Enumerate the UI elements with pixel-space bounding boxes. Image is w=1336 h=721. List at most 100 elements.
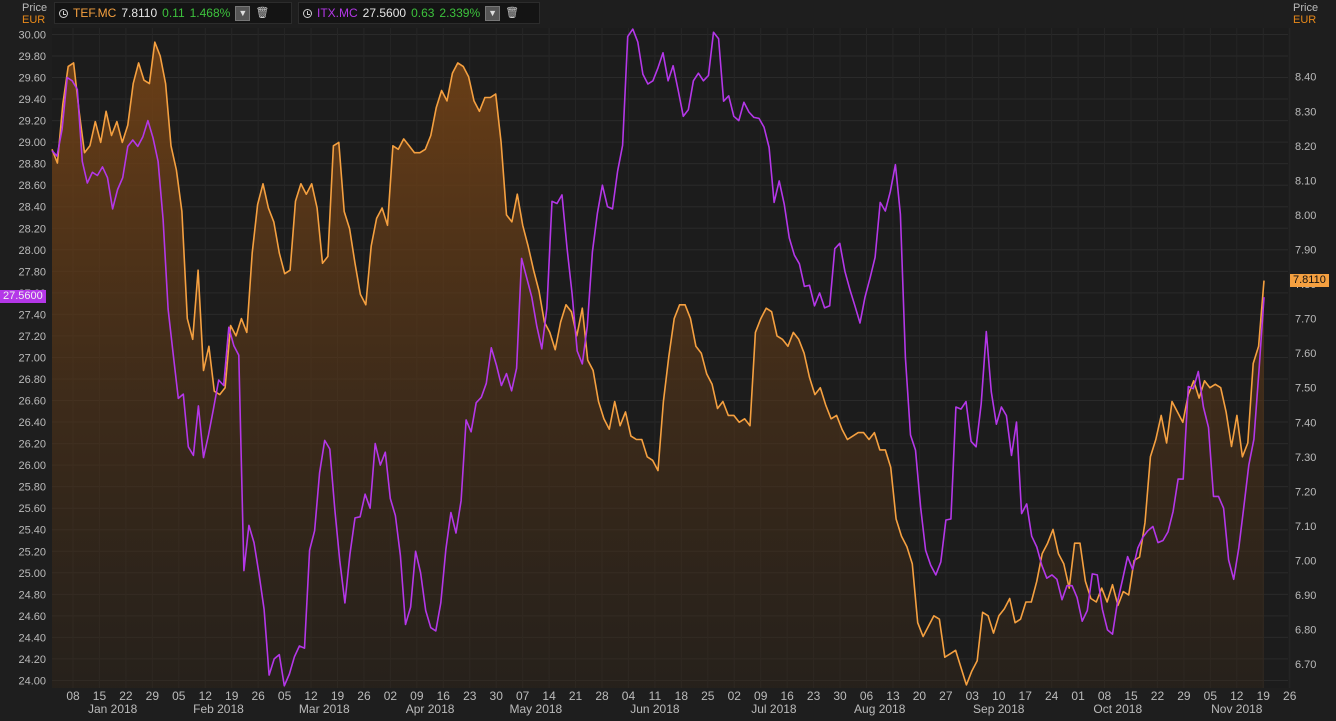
- left-tick-label: 26.00: [18, 460, 46, 472]
- x-tick-label: 19: [225, 689, 239, 703]
- x-tick-label: 05: [1204, 689, 1218, 703]
- x-tick-label: 29: [146, 689, 160, 703]
- left-tick-label: 26.20: [18, 439, 46, 451]
- x-tick-label: 29: [1177, 689, 1191, 703]
- x-tick-label: 02: [384, 689, 398, 703]
- x-tick-label: 30: [490, 689, 504, 703]
- x-tick-label: 19: [331, 689, 345, 703]
- left-tick-label: 28.20: [18, 223, 46, 235]
- last-price-tag-itx: 27.5600: [0, 290, 46, 304]
- right-axis: 8.408.308.208.108.007.907.807.707.607.50…: [1295, 72, 1316, 671]
- x-month-label: Aug 2018: [854, 702, 906, 716]
- clock-icon: [303, 8, 312, 18]
- x-tick-label: 12: [1230, 689, 1244, 703]
- left-tick-label: 28.60: [18, 180, 46, 192]
- series-line-tef-mc: [51, 41, 1265, 686]
- x-tick-label: 25: [701, 689, 715, 703]
- x-tick-label: 08: [1098, 689, 1112, 703]
- x-tick-label: 07: [516, 689, 530, 703]
- x-tick-label: 18: [675, 689, 689, 703]
- left-tick-label: 29.60: [18, 73, 46, 85]
- left-tick-label: 27.80: [18, 266, 46, 278]
- legend-last-itx: 27.5600: [362, 6, 407, 20]
- x-tick-label: 20: [913, 689, 927, 703]
- left-tick-label: 29.00: [18, 137, 46, 149]
- right-tick-label: 8.30: [1295, 106, 1316, 118]
- x-tick-label: 11: [649, 689, 662, 703]
- x-tick-label: 01: [1071, 689, 1085, 703]
- left-axis: 30.00 29.80 29.60 29.40 29.20 29.00 28.80 28.60…: [18, 29, 46, 687]
- x-tick-label: 21: [569, 689, 583, 703]
- right-tick-label: 7.40: [1295, 417, 1316, 429]
- x-tick-label: 24: [1045, 689, 1059, 703]
- chevron-down-icon[interactable]: ▼: [235, 5, 251, 21]
- x-tick-label: 26: [251, 689, 265, 703]
- last-price-tag-tef: 7.8110: [1290, 273, 1329, 287]
- legend-change-itx: 0.63: [411, 6, 435, 20]
- x-tick-label: 28: [595, 689, 609, 703]
- x-tick-label: 15: [93, 689, 107, 703]
- right-tick-label: 7.90: [1295, 244, 1316, 256]
- x-tick-label: 05: [172, 689, 186, 703]
- left-tick-label: 29.20: [18, 116, 46, 128]
- right-tick-label: 6.90: [1295, 590, 1316, 602]
- x-month-label: Nov 2018: [1211, 702, 1263, 716]
- right-axis-header: Price EUR: [1293, 2, 1318, 26]
- chevron-down-icon[interactable]: ▼: [485, 5, 501, 21]
- x-month-label: Sep 2018: [973, 702, 1025, 716]
- x-tick-label: 10: [992, 689, 1006, 703]
- left-axis-title: Price: [22, 2, 48, 14]
- right-tick-label: 7.10: [1295, 521, 1316, 533]
- left-tick-label: 24.80: [18, 589, 46, 601]
- x-tick-label: 22: [1151, 689, 1165, 703]
- series-area-tef-mc: [52, 42, 1264, 688]
- x-month-label: Jan 2018: [88, 702, 138, 716]
- legend-symbol-itx: ITX.MC: [317, 6, 358, 20]
- left-tick-label: 28.80: [18, 159, 46, 171]
- x-tick-label: 23: [807, 689, 821, 703]
- trash-icon[interactable]: 🗑: [505, 6, 520, 19]
- x-tick-label: 14: [542, 689, 556, 703]
- left-tick-label: 29.40: [18, 94, 46, 106]
- right-tick-label: 7.00: [1295, 555, 1316, 567]
- left-tick-label: 26.60: [18, 396, 46, 408]
- series-line-itx-mc: [51, 28, 1265, 687]
- right-tick-label: 7.60: [1295, 348, 1316, 360]
- x-tick-label: 23: [463, 689, 477, 703]
- x-tick-label: 09: [754, 689, 768, 703]
- right-tick-label: 8.00: [1295, 210, 1316, 222]
- x-tick-label: 05: [278, 689, 292, 703]
- x-tick-label: 22: [119, 689, 133, 703]
- trash-icon[interactable]: 🗑: [255, 6, 270, 19]
- x-tick-label: 17: [1019, 689, 1033, 703]
- left-tick-label: 24.60: [18, 611, 46, 623]
- left-tick-label: 27.20: [18, 331, 46, 343]
- x-tick-label: 19: [1257, 689, 1271, 703]
- legend-change-tef: 0.11: [162, 6, 185, 20]
- x-tick-label: 04: [622, 689, 636, 703]
- right-tick-label: 8.40: [1295, 72, 1316, 84]
- x-tick-label: 30: [833, 689, 847, 703]
- x-month-label: Mar 2018: [299, 702, 350, 716]
- right-axis-title: Price: [1293, 2, 1319, 14]
- x-axis: 08 15 22 29 05 12 19 26 05 12 19 26 02 09 16 23 30 07 14 21…: [66, 689, 1296, 716]
- left-tick-label: 25.20: [18, 546, 46, 558]
- left-tick-label: 26.80: [18, 374, 46, 386]
- right-tick-label: 7.20: [1295, 486, 1316, 498]
- left-tick-label: 29.80: [18, 51, 46, 63]
- left-axis-header: Price EUR: [22, 2, 47, 26]
- legend-itx[interactable]: ITX.MC 27.5600 0.63 2.339% ▼ 🗑: [298, 2, 540, 24]
- x-tick-label: 06: [860, 689, 874, 703]
- x-month-label: Feb 2018: [193, 702, 244, 716]
- legend-symbol-tef: TEF.MC: [73, 6, 117, 20]
- x-tick-label: 09: [410, 689, 424, 703]
- legend-tef[interactable]: TEF.MC 7.8110 0.11 1.468% ▼ 🗑: [54, 2, 292, 24]
- right-tick-label: 6.70: [1295, 659, 1316, 671]
- left-tick-label: 28.00: [18, 245, 46, 257]
- left-tick-label: 28.40: [18, 202, 46, 214]
- x-tick-label: 26: [1283, 689, 1297, 703]
- left-tick-label: 25.60: [18, 503, 46, 515]
- right-tick-label: 7.70: [1295, 314, 1316, 326]
- x-tick-label: 13: [886, 689, 900, 703]
